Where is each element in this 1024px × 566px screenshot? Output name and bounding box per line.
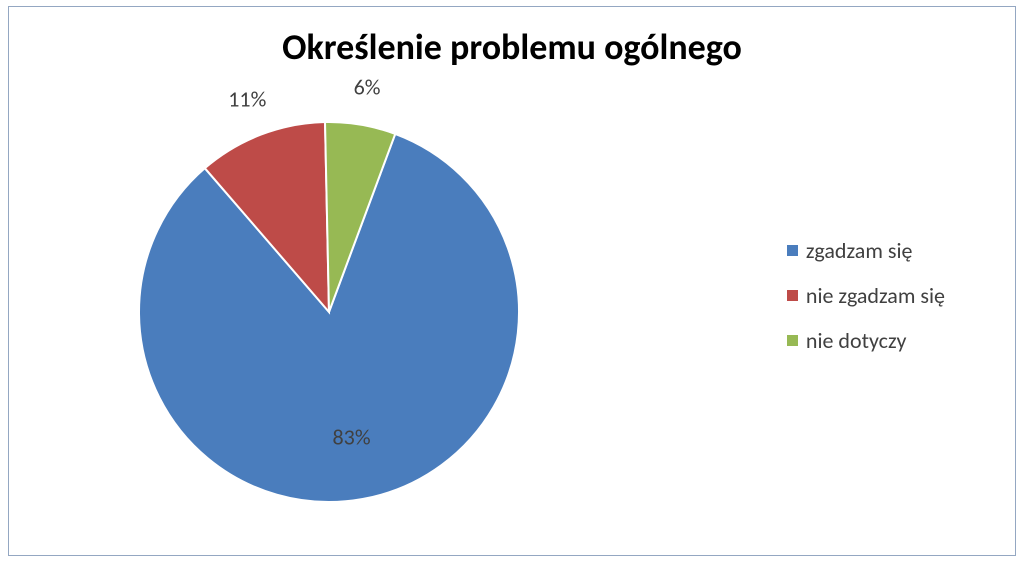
legend-swatch-1 [787,290,798,301]
legend-swatch-0 [787,245,798,256]
legend-label-1: nie zgadzam się [806,282,945,309]
legend-item-1: nie zgadzam się [787,282,945,309]
pct-label-1: 11% [228,86,266,113]
legend-swatch-2 [787,335,798,346]
legend-item-0: zgadzam się [787,237,945,264]
pct-label-0: 83% [333,424,371,451]
pie-chart: 83%11%6% [139,122,519,502]
legend-label-2: nie dotyczy [806,327,907,354]
page-root: Określenie problemu ogólnego 83%11%6% zg… [0,0,1024,566]
chart-title: Określenie problemu ogólnego [9,25,1015,69]
pct-label-2: 6% [354,74,381,101]
legend-item-2: nie dotyczy [787,327,945,354]
chart-frame: Określenie problemu ogólnego 83%11%6% zg… [8,6,1016,556]
legend-label-0: zgadzam się [806,237,913,264]
pie-svg [139,122,519,502]
legend: zgadzam się nie zgadzam się nie dotyczy [787,237,945,354]
